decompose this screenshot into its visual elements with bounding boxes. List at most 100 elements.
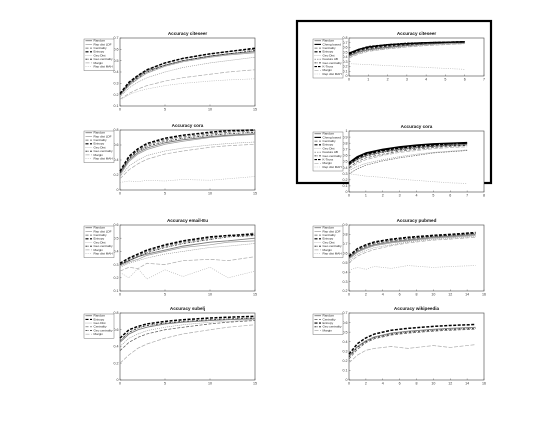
legend-entry: Centrality xyxy=(94,138,108,142)
y-tick-label: 0.4 xyxy=(343,55,348,59)
legend-entry: Centrality xyxy=(323,233,337,237)
legend-entry: Geo Dist xyxy=(94,240,106,244)
legend-entry: Random xyxy=(94,314,106,318)
y-tick-label: 0.5 xyxy=(343,261,348,265)
legend-entry: Rep dist MAH xyxy=(323,72,342,76)
x-tick-label: 4 xyxy=(382,293,384,297)
legend-entry: Random xyxy=(94,226,106,230)
y-tick-label: 0.8 xyxy=(343,36,348,40)
y-tick-label: 0.3 xyxy=(343,60,348,64)
series-line xyxy=(348,231,476,257)
x-tick-label: 1 xyxy=(367,78,369,82)
legend-entry: Feature AB xyxy=(323,150,338,154)
legend-entry: Entropy xyxy=(323,237,334,241)
x-tick-label: 15 xyxy=(253,293,257,297)
x-tick-label: 8 xyxy=(416,293,418,297)
y-tick-label: 0.6 xyxy=(114,223,119,227)
y-tick-label: 0 xyxy=(346,74,348,78)
plot-area xyxy=(119,312,256,381)
series-line xyxy=(348,63,465,70)
y-tick-label: 0.4 xyxy=(114,158,119,162)
x-tick-label: 0 xyxy=(119,108,121,112)
legend-entry: Entropy xyxy=(323,321,334,325)
y-tick-label: 0.5 xyxy=(114,59,119,63)
chart-title: Accuracy cora xyxy=(172,123,204,128)
legend-entry: Rep dist LDF xyxy=(94,229,112,233)
legend-box xyxy=(312,38,344,79)
legend-entry: Geo Dist xyxy=(323,240,335,244)
y-tick-label: 0.2 xyxy=(114,276,119,280)
legend-entry: Rep dist MAH xyxy=(94,65,113,69)
y-tick-label: 0.4 xyxy=(343,166,348,170)
series-line xyxy=(348,145,468,168)
y-tick-label: 0.1 xyxy=(343,184,348,188)
y-tick-label: 0.3 xyxy=(114,82,119,86)
y-tick-label: 0.5 xyxy=(343,160,348,164)
x-tick-label: 10 xyxy=(208,192,212,196)
series-line xyxy=(119,69,256,100)
x-tick-label: 5 xyxy=(164,108,166,112)
y-tick-label: 0.3 xyxy=(343,172,348,176)
x-tick-label: 16 xyxy=(482,382,486,386)
y-tick-label: 0.3 xyxy=(343,280,348,284)
legend-entry: Random xyxy=(323,226,335,230)
x-tick-label: 6 xyxy=(399,293,401,297)
plot-area xyxy=(119,37,256,107)
y-tick-label: 0.6 xyxy=(343,46,348,50)
series-line xyxy=(119,143,256,179)
x-tick-label: 15 xyxy=(253,108,257,112)
y-tick-label: 0.3 xyxy=(114,263,119,267)
y-tick-label: 0.8 xyxy=(114,128,119,132)
y-tick-label: 0 xyxy=(346,190,348,194)
y-tick-label: 0.4 xyxy=(114,250,119,254)
series-line xyxy=(119,141,256,177)
legend-entry: Random xyxy=(323,314,335,318)
legend-entry: Geo Dist xyxy=(323,146,335,150)
series-line xyxy=(119,133,256,174)
x-tick-label: 7 xyxy=(466,194,468,198)
series-line xyxy=(348,233,476,259)
legend-entry: Rep dist MAH xyxy=(94,252,113,256)
x-tick-label: 15 xyxy=(253,382,257,386)
y-tick-label: 0 xyxy=(117,378,119,382)
legend-entry: Centrality xyxy=(94,325,108,329)
chart-title: Accuracy subelj xyxy=(170,306,205,311)
x-tick-label: 16 xyxy=(482,293,486,297)
chart-title: Accuracy cora xyxy=(401,124,433,129)
plot-area xyxy=(348,312,485,381)
series-line xyxy=(119,319,256,347)
legend-entry: Rep dist MAH xyxy=(323,252,342,256)
y-tick-label: 0.2 xyxy=(343,359,348,363)
x-tick-label: 10 xyxy=(208,108,212,112)
x-tick-label: 5 xyxy=(164,293,166,297)
y-tick-label: 0.2 xyxy=(343,289,348,293)
y-tick-label: 1 xyxy=(346,129,348,133)
x-tick-label: 3 xyxy=(406,78,408,82)
series-line xyxy=(348,328,476,360)
x-tick-label: 2 xyxy=(382,194,384,198)
chart-title: Accuracy citeseer xyxy=(168,31,208,36)
legend-entry: Entropy xyxy=(94,142,105,146)
x-tick-label: 2 xyxy=(365,382,367,386)
series-line xyxy=(119,320,256,351)
y-tick-label: 0.6 xyxy=(114,48,119,52)
x-tick-label: 0 xyxy=(348,382,350,386)
series-line xyxy=(348,235,476,260)
legend-entry: Cheng based xyxy=(323,135,342,139)
x-tick-label: 15 xyxy=(253,192,257,196)
series-line xyxy=(119,318,256,343)
legend-entry: Geo centrality xyxy=(94,244,114,248)
legend-entry: Margin xyxy=(323,248,333,252)
chart-title: Accuracy wikipeedia xyxy=(394,306,440,311)
series-line xyxy=(119,47,256,94)
x-tick-label: 4 xyxy=(416,194,418,198)
x-tick-label: 5 xyxy=(432,194,434,198)
series-line xyxy=(348,146,468,170)
legend-entry: Cheng based xyxy=(323,42,342,46)
series-line xyxy=(348,233,476,258)
x-tick-label: 14 xyxy=(465,293,469,297)
series-line xyxy=(348,326,476,357)
